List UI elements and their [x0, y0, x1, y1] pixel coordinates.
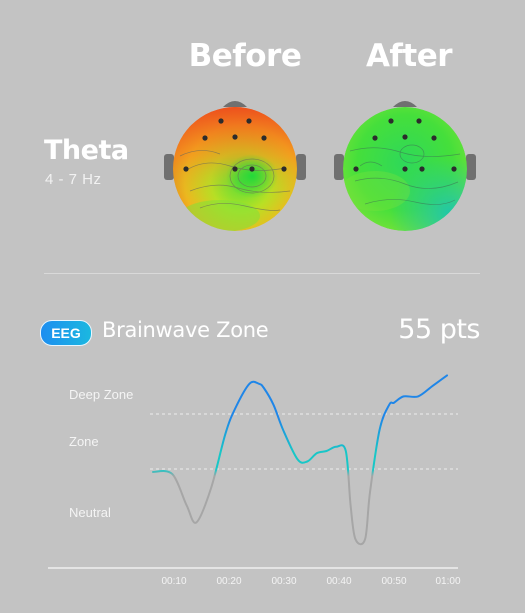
before-topomap: [164, 101, 306, 231]
zone-label-deep: Deep Zone: [69, 387, 134, 402]
zone-label-neutral: Neutral: [69, 505, 111, 520]
zone-label-zone: Zone: [69, 434, 99, 449]
brainwave-line: [152, 374, 449, 546]
eeg-badge: EEG: [40, 320, 92, 346]
left-ear-icon: [334, 154, 344, 180]
nose-icon: [393, 101, 417, 107]
x-tick-label: 00:10: [161, 576, 186, 587]
band-range: 4 - 7 Hz: [45, 171, 102, 188]
right-ear-icon: [296, 154, 306, 180]
after-label: After: [365, 38, 453, 74]
x-tick-label: 00:50: [381, 576, 406, 587]
right-ear-icon: [466, 154, 476, 180]
before-label: Before: [188, 38, 302, 74]
x-tick-label: 00:20: [216, 576, 241, 587]
x-tick-label: 00:40: [326, 576, 351, 587]
nose-icon: [223, 101, 247, 107]
after-topomap: [334, 101, 476, 231]
score-value: 55 pts: [398, 314, 480, 345]
zone-title: Brainwave Zone: [102, 318, 269, 342]
left-ear-icon: [164, 154, 174, 180]
x-tick-label: 01:00: [435, 576, 460, 587]
section-divider: [44, 273, 480, 274]
x-tick-label: 00:30: [271, 576, 296, 587]
band-name: Theta: [44, 135, 129, 166]
